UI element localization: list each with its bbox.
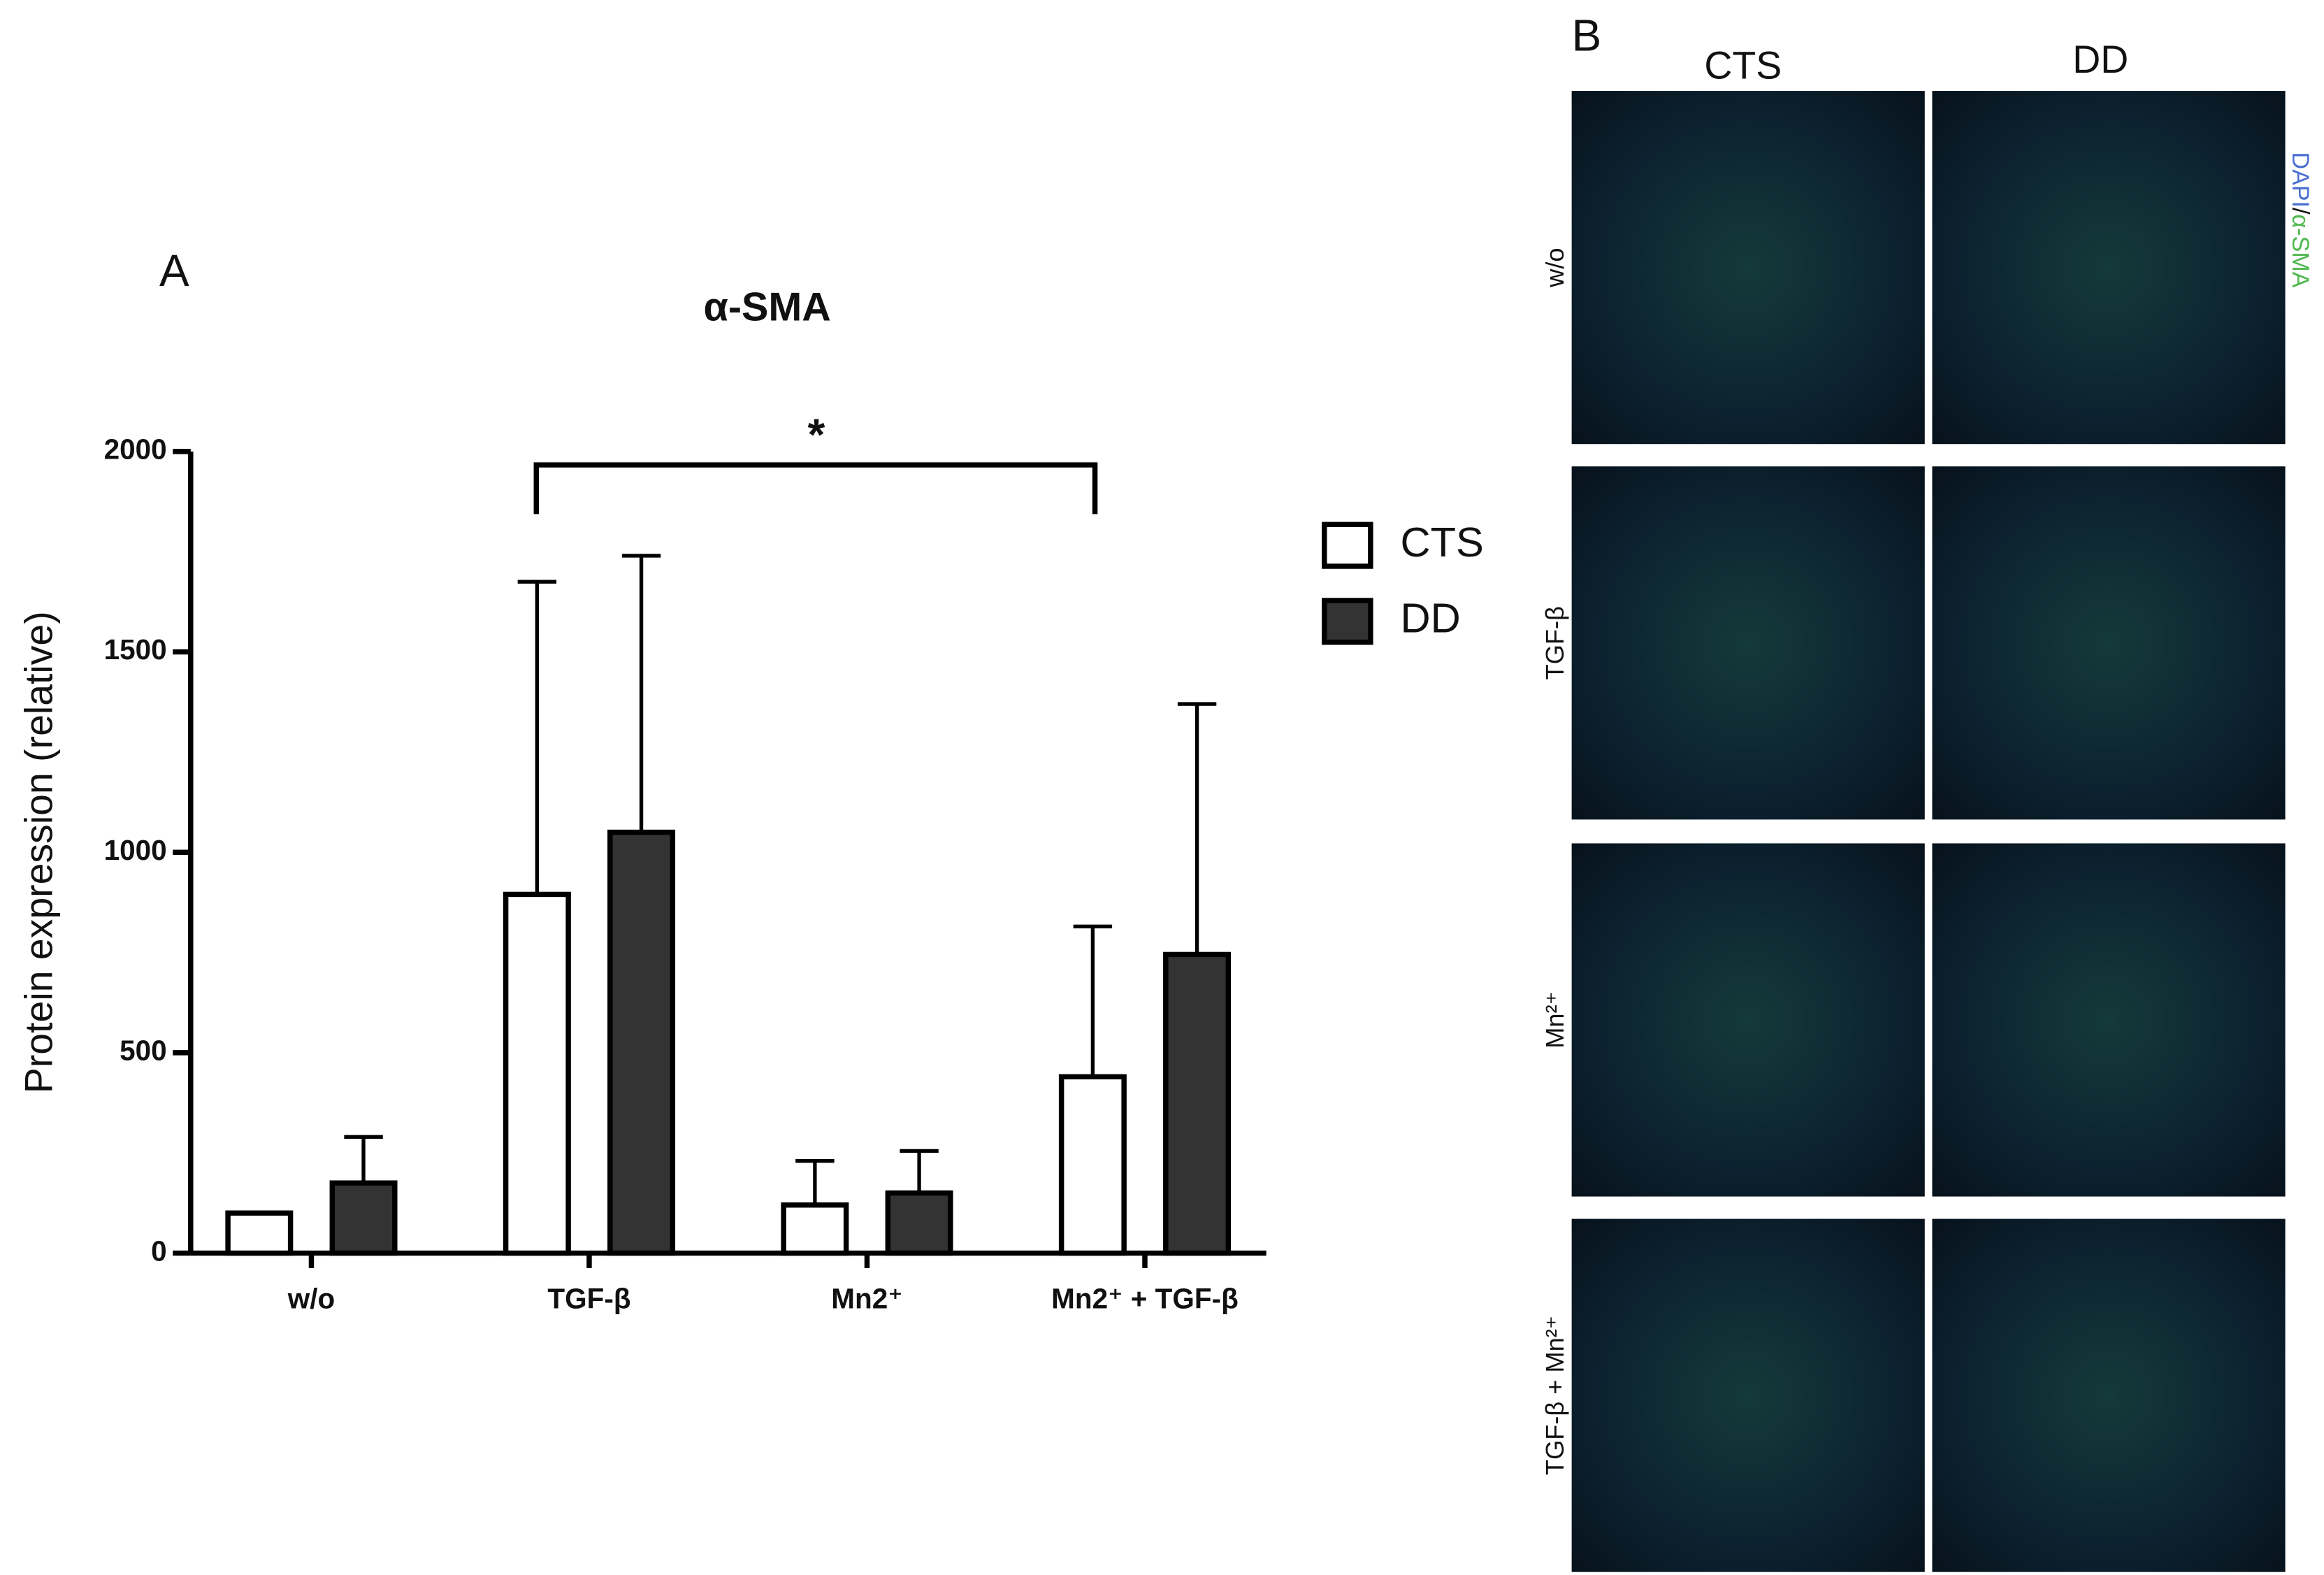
y-axis-label: Protein expression (relative) (17, 611, 60, 1093)
y-tick-label: 500 (120, 1035, 167, 1067)
row-label: Mn²⁺ (1540, 991, 1569, 1049)
bar (885, 1190, 953, 1256)
y-tick-label: 2000 (104, 433, 167, 466)
bar (503, 891, 571, 1256)
micrograph (1571, 1218, 1925, 1572)
x-tick-label: w/o (287, 1282, 335, 1314)
bar (225, 1210, 294, 1256)
chart-title: α-SMA (703, 285, 830, 330)
column-label: CTS (1704, 44, 1782, 87)
bar (781, 1202, 849, 1256)
stain-sma: α-SMA (2287, 215, 2314, 288)
row-label: TGF-β + Mn²⁺ (1540, 1316, 1569, 1475)
bar (1163, 951, 1232, 1256)
y-tick-label: 0 (151, 1235, 167, 1267)
legend-swatch (1322, 522, 1373, 569)
micrograph (1932, 843, 2286, 1197)
y-tick-label: 1500 (104, 633, 167, 666)
bar (329, 1180, 398, 1256)
micrograph (1932, 91, 2286, 445)
x-tick-label: Mn2⁺ + TGF-β (1051, 1282, 1239, 1314)
micrograph (1932, 466, 2286, 820)
panel-label: A (159, 245, 189, 296)
significance-bracket (533, 462, 1098, 515)
bar (1058, 1074, 1127, 1256)
row-label: w/o (1540, 247, 1569, 287)
legend-label: CTS (1401, 519, 1484, 566)
micrograph (1932, 1218, 2286, 1572)
micrograph (1571, 91, 1925, 445)
column-label: DD (2072, 38, 2128, 81)
row-label: TGF-β (1540, 606, 1569, 679)
legend-label: DD (1401, 595, 1461, 642)
stain-dapi: DAPI (2287, 152, 2314, 208)
stain-label: DAPI/α-SMA (2287, 152, 2314, 287)
bar (607, 829, 676, 1256)
stain-separator: / (2287, 208, 2314, 215)
x-tick-label: Mn2⁺ (831, 1282, 902, 1314)
significance-label: * (808, 410, 825, 460)
legend-swatch (1322, 598, 1373, 645)
x-tick-label: TGF-β (547, 1282, 630, 1314)
y-tick-label: 1000 (104, 834, 167, 866)
micrograph (1571, 843, 1925, 1197)
panel-label: B (1572, 10, 1602, 60)
micrograph (1571, 466, 1925, 820)
